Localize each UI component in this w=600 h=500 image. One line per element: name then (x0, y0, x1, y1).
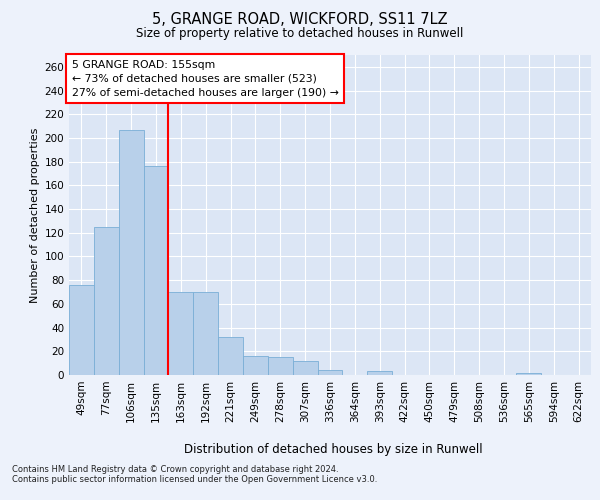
Text: 5 GRANGE ROAD: 155sqm
← 73% of detached houses are smaller (523)
27% of semi-det: 5 GRANGE ROAD: 155sqm ← 73% of detached … (71, 60, 338, 98)
Bar (268, 357, 293, 375)
Bar (69, 285, 94, 375)
Text: Size of property relative to detached houses in Runwell: Size of property relative to detached ho… (136, 28, 464, 40)
Bar (317, 370, 343, 375)
Bar (193, 292, 218, 375)
Text: Contains public sector information licensed under the Open Government Licence v3: Contains public sector information licen… (12, 475, 377, 484)
Bar (517, 372, 541, 375)
Text: Distribution of detached houses by size in Runwell: Distribution of detached houses by size … (184, 442, 482, 456)
Bar (94, 227, 119, 375)
Bar (293, 361, 317, 375)
Y-axis label: Number of detached properties: Number of detached properties (30, 128, 40, 302)
Text: 5, GRANGE ROAD, WICKFORD, SS11 7LZ: 5, GRANGE ROAD, WICKFORD, SS11 7LZ (152, 12, 448, 28)
Bar (143, 166, 169, 375)
Text: Contains HM Land Registry data © Crown copyright and database right 2024.: Contains HM Land Registry data © Crown c… (12, 465, 338, 474)
Bar (367, 372, 392, 375)
Bar (119, 130, 143, 375)
Bar (243, 356, 268, 375)
Bar (218, 337, 243, 375)
Bar (169, 292, 193, 375)
